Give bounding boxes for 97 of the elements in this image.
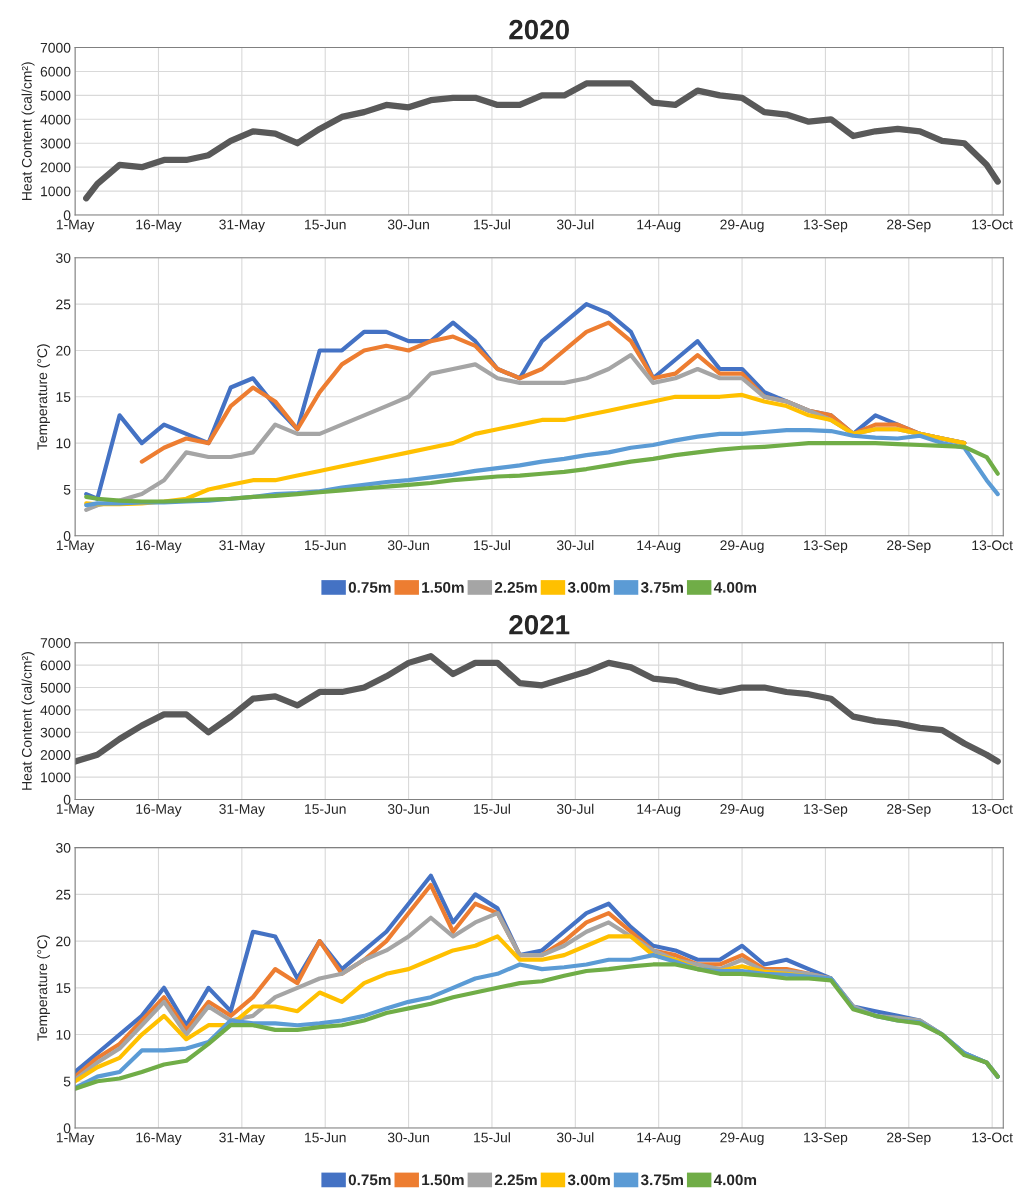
x-tick-label: 13-Oct — [972, 1132, 1013, 1143]
legend-label: 3.00m — [567, 1174, 610, 1186]
y-axis-title: Heat Content (cal/cm²) — [21, 652, 35, 790]
x-tick-label: 30-Jun — [387, 219, 429, 230]
x-tick-label: 28-Sep — [887, 540, 931, 553]
y-tick-label: 30 — [56, 842, 71, 853]
x-tick-label: 15-Jun — [305, 1132, 346, 1143]
x-tick-label: 15-Jun — [305, 540, 346, 551]
x-tick-label: 13-Oct — [972, 804, 1013, 814]
y-tick-label: 0 — [63, 1123, 71, 1134]
legend-label: 1.50m — [422, 581, 464, 593]
x-tick-label: 31-May — [219, 540, 265, 553]
x-tick-label: 29-Aug — [720, 1132, 764, 1146]
y-tick-label: 3000 — [40, 138, 71, 149]
x-tick-label: 14-Aug — [637, 540, 681, 553]
y-tick-label: 4000 — [40, 705, 71, 716]
legend-label: 3.00m — [567, 581, 610, 593]
x-tick-label: 15-Jun — [305, 219, 346, 230]
y-axis-title: Temperature (°C) — [37, 935, 50, 1041]
y-tick-label: 5 — [63, 484, 71, 495]
x-tick-label: 28-Sep — [887, 1132, 931, 1146]
y-tick-label: 10 — [56, 438, 71, 449]
x-tick-label: 29-Aug — [720, 804, 764, 817]
x-tick-label: 14-Aug — [637, 1132, 681, 1146]
y-tick-label: 0 — [63, 794, 71, 805]
x-tick-label: 29-Aug — [720, 219, 764, 233]
line-series — [84, 441, 1000, 504]
x-tick-label: 13-Sep — [804, 804, 848, 817]
x-tick-label: 16-May — [136, 540, 182, 553]
x-tick-label: 28-Sep — [887, 804, 931, 817]
x-tick-label: 13-Sep — [804, 1132, 848, 1146]
y-tick-label: 25 — [56, 889, 71, 900]
x-tick-label: 15-Jul — [474, 539, 510, 551]
y-tick-label: 15 — [56, 983, 71, 993]
y-tick-label: 5 — [63, 1076, 71, 1087]
y-axis-title: Temperature (°C) — [37, 344, 50, 450]
y-tick-label: 3000 — [40, 727, 71, 738]
x-tick-label: 1-May — [56, 540, 95, 553]
x-tick-label: 15-Jul — [474, 219, 510, 230]
x-tick-label: 16-May — [136, 804, 182, 817]
y-tick-label: 2000 — [40, 750, 71, 760]
x-tick-label: 1-May — [56, 804, 95, 817]
x-tick-label: 14-Aug — [637, 219, 681, 233]
x-tick-label: 1-May — [56, 219, 95, 233]
x-tick-label: 15-Jul — [474, 803, 510, 814]
x-tick-label: 15-Jul — [474, 1132, 510, 1143]
y-tick-label: 10 — [56, 1029, 71, 1040]
x-tick-label: 28-Sep — [887, 219, 931, 233]
y-tick-label: 0 — [63, 210, 71, 221]
y-tick-label: 1000 — [41, 772, 71, 783]
x-tick-label: 16-May — [136, 219, 182, 233]
x-tick-label: 31-May — [219, 804, 265, 817]
legend-label: 2.25m — [494, 1174, 537, 1186]
y-tick-label: 7000 — [40, 42, 71, 53]
legend-label: 3.75m — [640, 581, 683, 593]
y-tick-label: 0 — [63, 531, 71, 541]
y-tick-label: 2000 — [40, 162, 71, 173]
y-tick-label: 1000 — [41, 186, 71, 197]
y-tick-label: 20 — [56, 936, 71, 947]
y-axis-title: Heat Content (cal/cm²) — [21, 62, 35, 200]
legend-label: 1.50m — [422, 1174, 464, 1186]
x-tick-label: 13-Sep — [804, 219, 848, 233]
x-tick-label: 30-Jul — [556, 1132, 594, 1143]
x-tick-label: 30-Jun — [387, 1132, 429, 1143]
y-tick-label: 5000 — [40, 90, 71, 101]
y-tick-label: 6000 — [40, 66, 71, 77]
y-tick-label: 5000 — [40, 682, 71, 693]
legend-label: 0.75m — [348, 581, 391, 593]
legend-label: 2.25m — [494, 581, 537, 593]
x-tick-label: 16-May — [136, 1132, 182, 1146]
x-tick-label: 13-Oct — [972, 540, 1013, 551]
x-tick-label: 31-May — [219, 1132, 265, 1146]
y-tick-label: 25 — [56, 299, 71, 310]
x-tick-label: 30-Jul — [556, 539, 594, 551]
y-tick-label: 30 — [56, 253, 71, 263]
x-tick-label: 13-Sep — [804, 540, 848, 553]
chart-title: 2020 — [509, 19, 569, 40]
y-tick-label: 6000 — [40, 660, 71, 671]
legend-label: 4.00m — [713, 581, 757, 593]
x-tick-label: 15-Jun — [305, 804, 346, 814]
y-tick-label: 4000 — [40, 114, 71, 125]
legend-label: 0.75m — [348, 1174, 391, 1186]
x-tick-label: 30-Jun — [387, 804, 429, 814]
chart-title: 2021 — [509, 614, 570, 635]
y-tick-label: 7000 — [40, 638, 71, 648]
y-tick-label: 15 — [56, 392, 71, 402]
x-tick-label: 30-Jun — [387, 540, 429, 551]
x-tick-label: 30-Jul — [556, 219, 594, 230]
x-tick-label: 13-Oct — [972, 219, 1013, 230]
x-tick-label: 1-May — [56, 1132, 95, 1146]
x-tick-label: 29-Aug — [720, 540, 764, 553]
legend-label: 4.00m — [713, 1174, 757, 1186]
x-tick-label: 31-May — [219, 219, 265, 233]
legend-label: 3.75m — [640, 1174, 683, 1186]
x-tick-label: 30-Jul — [556, 803, 594, 814]
y-tick-label: 20 — [56, 345, 71, 356]
x-tick-label: 14-Aug — [637, 804, 681, 817]
